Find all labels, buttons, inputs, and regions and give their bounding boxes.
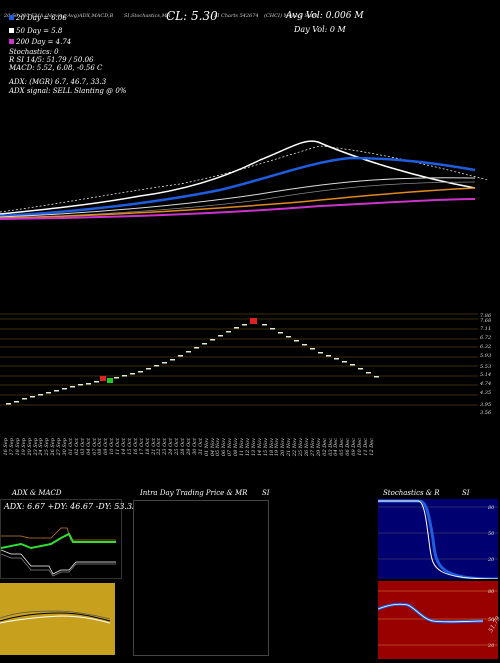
upper-band-line	[0, 145, 489, 213]
ema20-line	[0, 156, 476, 218]
price-gridlines	[0, 313, 478, 406]
ema200-swatch	[9, 39, 14, 44]
price-tick: 5.53	[480, 364, 492, 370]
ema50-label: 50 Day = 5.8	[16, 27, 63, 35]
price-bars	[6, 324, 379, 405]
ema50-line	[0, 177, 476, 218]
stochastics-label: Stochastics: 0	[9, 48, 59, 56]
price-tick: 4.74	[480, 381, 492, 387]
adx-label: ADX: (MGR) 6.7, 46.7, 33.3	[9, 78, 107, 86]
stoch-tick-80: 80	[488, 505, 495, 511]
adx-values: ADX: 6.67 +DY: 46.67 -DY: 53.33	[4, 502, 138, 511]
date-label: 31 Oct	[197, 438, 204, 455]
date-label: 04 Oct	[85, 438, 92, 455]
ema50-line-2	[0, 181, 476, 219]
adx-signal-label: ADX signal: SELL Slanting @ 0%	[9, 87, 127, 95]
date-label: 19 Sep	[20, 438, 27, 456]
chart-title-right: SI Charts 542674	[214, 13, 259, 19]
ema200-label: 200 Day = 4.74	[16, 38, 72, 46]
stochastics-lines	[378, 499, 499, 581]
price-tick: 7.86	[480, 313, 492, 319]
date-label: 18 Oct	[144, 438, 151, 455]
date-label: 17 Sep	[8, 438, 15, 456]
intraday-panel	[133, 500, 269, 656]
date-label: 11 Dec	[362, 438, 369, 456]
stoch-tick-50: 50	[488, 531, 495, 537]
price-line	[0, 140, 476, 215]
stochastics-panel: 80 50 20	[378, 499, 499, 581]
rsi-panel: 80 50 20 51.79	[377, 581, 500, 659]
close-price: CL: 5.30	[166, 9, 218, 23]
legend-ema200: 200 Day = 4.74	[9, 38, 71, 46]
stoch-panel-title: Stochastics & R	[383, 489, 440, 497]
stoch-panel-title-si: SI	[462, 489, 470, 497]
date-label: 02 Oct	[73, 438, 80, 455]
date-label: 26 Nov	[303, 438, 310, 457]
rsi-tick-20: 20	[488, 643, 495, 649]
price-tick: 7.11	[480, 326, 492, 332]
date-label: 01 Nov	[203, 438, 210, 457]
price-tick: 6.32	[480, 344, 492, 350]
macd-lines	[0, 610, 111, 624]
price-tick: 5.93	[480, 353, 492, 359]
buy-signal-marker	[107, 378, 113, 383]
chart-title-mid: SI,Stochastics,MR	[124, 13, 171, 19]
legend-ema50: 50 Day = 5.8	[9, 27, 62, 35]
legend-ema20: 20 Day = 6.06	[9, 14, 67, 22]
macd-panel	[0, 583, 115, 655]
price-tick: 7.68	[480, 318, 492, 324]
date-label: 17 Oct	[138, 438, 145, 455]
adx-panel-title: ADX & MACD	[12, 489, 62, 497]
chart-title-left: 20,50,200 EMA (Moving Avg)ADX,MACD,B	[4, 13, 114, 19]
date-label: 20 Sep	[26, 438, 33, 456]
day-volume: Day Vol: 0 M	[294, 25, 346, 34]
date-label: 29 Nov	[315, 438, 322, 457]
price-panel-svg	[0, 313, 478, 406]
sell-signal-marker-1	[100, 376, 106, 381]
sell-signal-marker-2	[250, 318, 257, 324]
ema20-label: 20 Day = 6.06	[16, 14, 67, 22]
intraday-panel-title-si: SI	[262, 489, 270, 497]
price-tick: 4.35	[480, 390, 492, 396]
rsi-label: R SI 14/5: 51.79 / 50.06	[9, 56, 94, 64]
moving-average-chart	[0, 140, 489, 220]
adx-panel: ADX: 6.67 +DY: 46.67 -DY: 53.33	[0, 499, 137, 579]
avg-volume: Avg Vol: 0.006 M	[286, 11, 364, 21]
date-label: 30 Oct	[191, 438, 198, 455]
date-label: 15 Oct	[126, 438, 133, 455]
date-label: 12 Dec	[368, 438, 375, 456]
ema200-line	[0, 198, 476, 220]
date-label: 27 Nov	[309, 438, 316, 457]
rsi-tick-50: 50	[488, 617, 495, 623]
date-label: 03 Oct	[79, 438, 86, 455]
ema20-swatch	[9, 15, 14, 20]
date-label: 14 Nov	[256, 438, 263, 457]
date-label: 12 Nov	[244, 438, 251, 457]
date-label: 15 Nov	[262, 438, 269, 457]
price-tick: 5.14	[480, 372, 492, 378]
rsi-tick-80: 80	[488, 589, 495, 595]
date-label: 13 Nov	[250, 438, 257, 457]
symbol-label: (CHCI) Munafa Sutra	[264, 13, 319, 19]
price-tick: 3.56	[480, 410, 492, 416]
ema-orange-line	[0, 187, 476, 219]
intraday-panel-title: Intra Day Trading Price & MR	[140, 489, 248, 497]
adx-lines	[1, 527, 116, 577]
stoch-tick-20: 20	[488, 557, 495, 563]
date-label: 01 Oct	[67, 438, 74, 455]
date-label: 18 Sep	[14, 438, 21, 456]
macd-label: MACD: 5.52, 6.08, -0.56 C	[9, 64, 103, 72]
price-tick: 3.95	[480, 402, 492, 408]
ema50-swatch	[9, 28, 14, 33]
date-label: 29 Oct	[185, 438, 192, 455]
date-label: 02 Dec	[321, 438, 328, 456]
rsi-lines	[377, 590, 498, 646]
price-panel	[0, 310, 478, 415]
date-label: 16 Oct	[132, 438, 139, 455]
price-tick: 6.72	[480, 335, 492, 341]
